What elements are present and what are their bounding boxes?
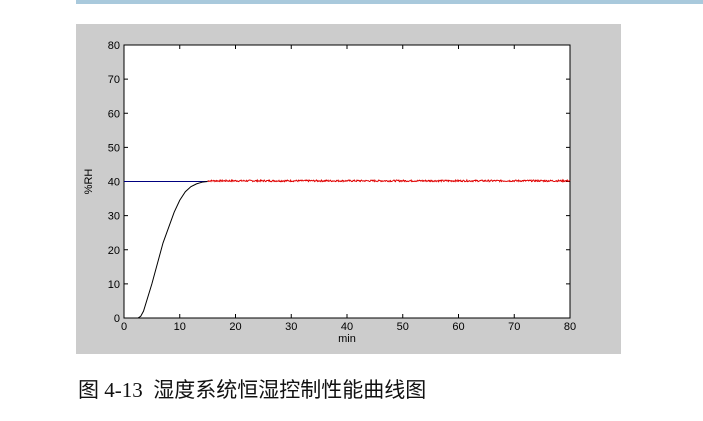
humidity-chart: 0 10 20 30 40 50 60 70 80 0 10 20 30 40 50 60 70 80 min %RH <box>83 40 576 345</box>
y-tick-label: 50 <box>108 142 120 154</box>
y-tick-label: 10 <box>108 279 120 291</box>
y-tick-label: 20 <box>108 245 120 257</box>
figure: 0 10 20 30 40 50 60 70 80 0 10 20 30 40 50 60 70 80 min %RH <box>76 24 621 354</box>
y-tick-label: 40 <box>108 177 120 189</box>
x-tick-label: 20 <box>229 321 241 333</box>
figure-caption: 图 4-13 湿度系统恒湿控制性能曲线图 <box>78 378 427 402</box>
cut-off-text-line <box>76 0 703 4</box>
y-tick-label: 70 <box>108 74 120 86</box>
y-tick-label: 30 <box>108 211 120 223</box>
steady-line <box>207 178 571 183</box>
x-axis-label: min <box>338 333 356 345</box>
y-tick-label: 0 <box>114 313 120 325</box>
x-tick-label: 40 <box>341 321 353 333</box>
y-axis-label: %RH <box>83 169 95 195</box>
x-tick-label: 30 <box>285 321 297 333</box>
x-tick-label: 80 <box>564 321 576 333</box>
x-tick-label: 50 <box>397 321 409 333</box>
y-tick-label: 80 <box>108 40 120 52</box>
response-line <box>124 181 208 319</box>
x-tick-label: 10 <box>174 321 186 333</box>
x-tick-label: 0 <box>121 321 127 333</box>
x-tick-label: 60 <box>452 321 464 333</box>
y-tick-label: 60 <box>108 108 120 120</box>
x-tick-label: 70 <box>508 321 520 333</box>
